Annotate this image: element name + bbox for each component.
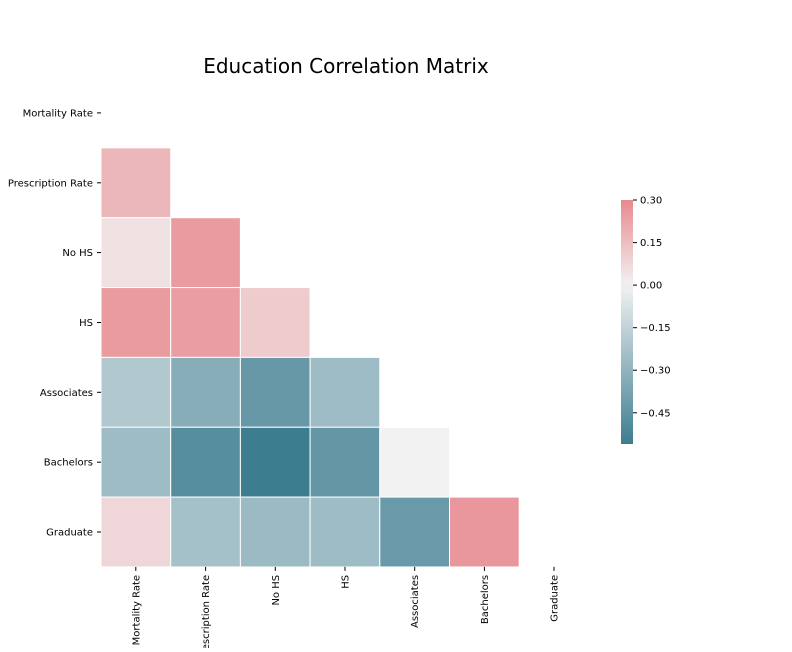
heatmap-cell <box>100 147 172 219</box>
heatmap-cell <box>170 426 241 498</box>
heatmap-cell <box>100 426 172 498</box>
y-tick-label: Bachelors <box>44 458 93 469</box>
heatmap-cell <box>170 217 241 289</box>
heatmap-cells <box>100 147 520 568</box>
heatmap-cell <box>100 496 172 568</box>
colorbar-tick-label: −0.45 <box>640 408 671 419</box>
chart-title: Education Correlation Matrix <box>203 54 489 78</box>
heatmap-cell <box>239 426 311 498</box>
y-tick-label: Mortality Rate <box>23 108 93 119</box>
heatmap-cell <box>239 496 311 568</box>
colorbar-tick-label: 0.15 <box>640 238 662 249</box>
heatmap-cell <box>239 287 311 358</box>
colorbar-tick-label: 0.30 <box>640 196 662 207</box>
colorbar-tick-label: 0.00 <box>640 281 662 292</box>
x-tick-label: Bachelors <box>480 575 491 624</box>
colorbar: 0.30 0.15 0.00 −0.15 −0.30 −0.45 <box>621 196 671 444</box>
y-tick-labels: Mortality Rate Prescription Rate No HS HS As… <box>8 108 101 539</box>
y-tick-label: Graduate <box>46 528 93 539</box>
heatmap-cell <box>100 287 172 358</box>
colorbar-tick-label: −0.30 <box>640 366 671 377</box>
heatmap-cell <box>170 496 241 568</box>
heatmap-cell <box>170 356 241 428</box>
heatmap-cell <box>170 287 241 358</box>
colorbar-gradient <box>621 200 633 444</box>
y-tick-label: Associates <box>40 388 93 399</box>
y-tick-label: HS <box>79 318 93 329</box>
heatmap-cell <box>100 356 172 428</box>
heatmap-cell <box>239 356 311 428</box>
heatmap-cell <box>309 496 381 568</box>
x-tick-label: Graduate <box>550 575 561 622</box>
x-tick-labels: Mortality Rate Prescription Rate No HS HS As… <box>131 566 561 652</box>
heatmap-cell <box>379 426 450 498</box>
y-tick-label: Prescription Rate <box>8 178 93 189</box>
y-tick-label: No HS <box>62 248 93 259</box>
heatmap-cell <box>309 356 381 428</box>
x-tick-label: No HS <box>271 575 282 606</box>
x-tick-label: HS <box>341 575 352 589</box>
colorbar-tick-label: −0.15 <box>640 323 671 334</box>
x-tick-label: Prescription Rate <box>201 575 212 648</box>
heatmap-cell <box>379 496 450 568</box>
heatmap-cell <box>449 496 520 568</box>
heatmap-cell <box>100 217 172 289</box>
heatmap-cell <box>309 426 381 498</box>
x-tick-label: Associates <box>410 575 421 628</box>
x-tick-label: Mortality Rate <box>131 575 142 645</box>
